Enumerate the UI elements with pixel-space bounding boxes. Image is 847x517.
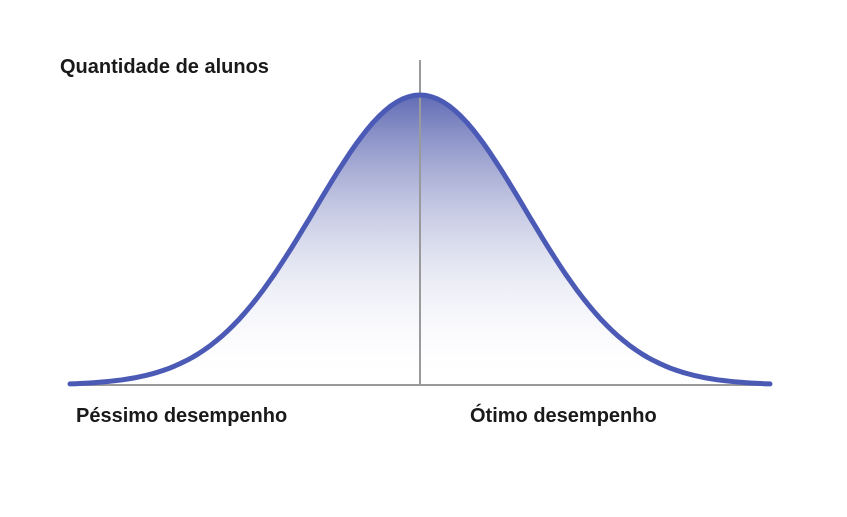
y-axis-label: Quantidade de alunos: [60, 56, 269, 79]
x-axis-right-label: Ótimo desempenho: [470, 405, 657, 428]
bell-curve-chart: Quantidade de alunos Péssimo desempenho …: [0, 0, 847, 517]
x-axis-left-label: Péssimo desempenho: [76, 405, 287, 428]
